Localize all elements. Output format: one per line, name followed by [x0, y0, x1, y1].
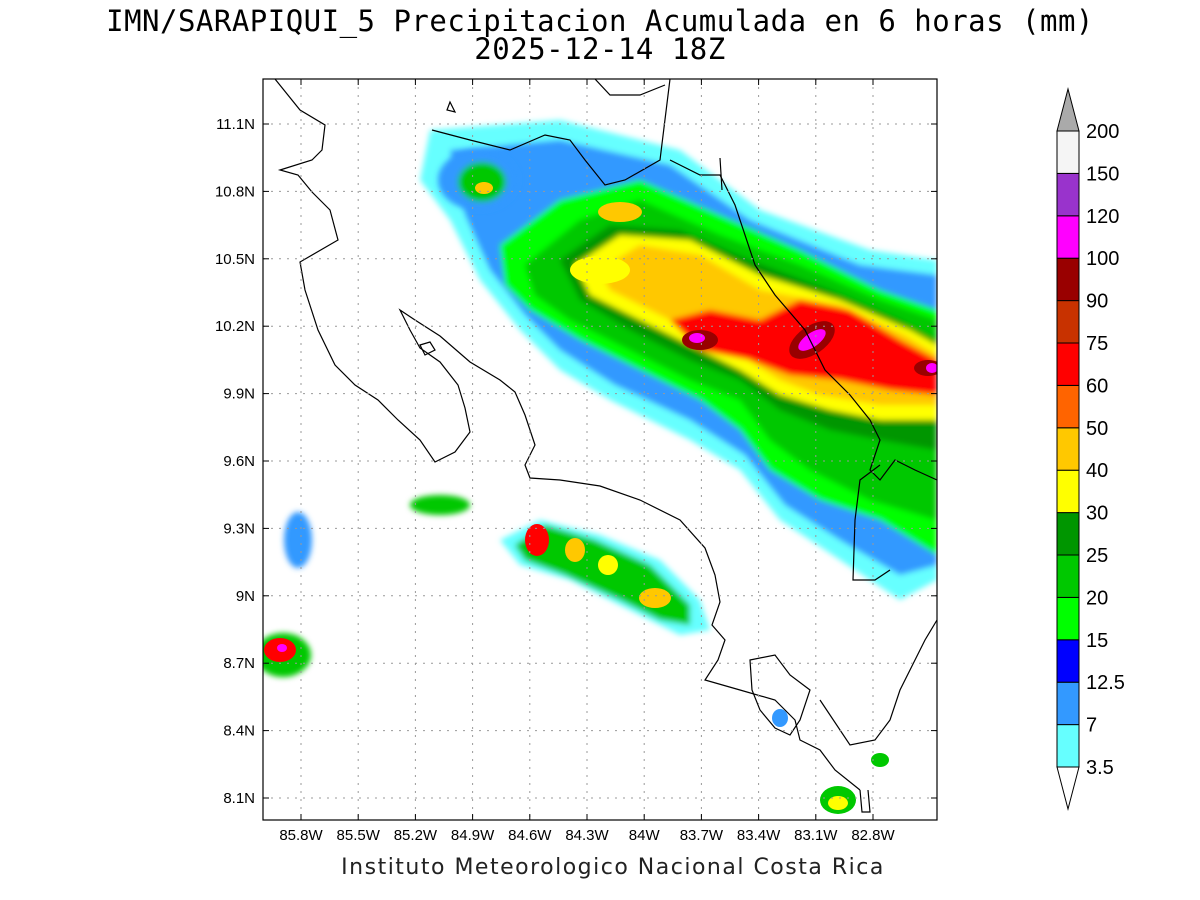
precip-cell-osa [410, 495, 470, 515]
lat-tick-label: 8.7N [223, 655, 255, 672]
gridlines [263, 79, 937, 820]
lon-tick-label: 84.6W [508, 827, 552, 844]
colorbar-label: 15 [1086, 630, 1108, 652]
lon-tick-label: 84.9W [451, 827, 495, 844]
precip-cell-burica [772, 709, 788, 727]
colorbar-swatch [1056, 512, 1080, 556]
precip-core-sw2 [565, 538, 585, 562]
national-border [431, 79, 937, 581]
colorbar-label: 60 [1086, 375, 1108, 397]
precip-cell-east [871, 753, 889, 767]
colorbar-swatch [1056, 639, 1080, 683]
colorbar-label: 25 [1086, 545, 1108, 567]
precipitation-field [263, 120, 937, 814]
colorbar-swatch [1056, 130, 1080, 174]
precip-core-sw3 [598, 555, 618, 575]
lon-tick-label: 83.4W [737, 827, 781, 844]
lon-tick-label: 85.8W [279, 827, 323, 844]
title-line-2: 2025-12-14 18Z [474, 32, 726, 66]
lon-tick-label: 83.7W [680, 827, 724, 844]
colorbar-swatch [1056, 300, 1080, 344]
plot-frame [262, 78, 938, 821]
precip-nw-cell-inner [458, 162, 506, 202]
precip-core-120 [689, 333, 705, 343]
precip-nw-cell-core [475, 182, 493, 194]
credit-line: Instituto Meteorologico Nacional Costa R… [341, 855, 885, 880]
lat-tick-label: 9.3N [223, 520, 255, 537]
colorbar-label: 3.5 [1086, 757, 1114, 779]
longitude-axis: 85.8W 85.5W 85.2W 84.9W 84.6W 84.3W 84W 83.7W 83… [279, 79, 896, 844]
colorbar-label: 30 [1086, 503, 1108, 525]
colorbar-label: 20 [1086, 587, 1108, 609]
precip-core-40a [598, 202, 642, 222]
colorbar-swatch [1056, 342, 1080, 386]
colorbar-swatch [1056, 469, 1080, 514]
colorbar-label: 50 [1086, 418, 1108, 440]
colorbar-label: 100 [1086, 248, 1119, 270]
precip-core-sw-corner-in [277, 644, 287, 652]
lat-tick-label: 10.2N [215, 318, 255, 335]
colorbar-swatch [1056, 554, 1080, 598]
colorbar-swatch [1056, 257, 1080, 302]
lat-tick-label: 8.1N [223, 790, 255, 807]
lat-tick-label: 10.5N [215, 251, 255, 268]
colorbar-label: 120 [1086, 206, 1119, 228]
colorbar-swatch [1056, 172, 1080, 217]
colorbar-label: 40 [1086, 460, 1108, 482]
lat-tick-label: 10.8N [215, 183, 255, 200]
colorbar-swatch [1056, 724, 1080, 768]
latitude-axis: 11.1N 10.8N 10.5N 10.2N 9.9N 9.6N 9.3N 9N 8.7N 8.… [215, 116, 937, 807]
lat-tick-label: 8.4N [223, 723, 255, 740]
lon-tick-label: 83.1W [794, 827, 838, 844]
precip-cell-south-in [828, 796, 848, 810]
lat-tick-label: 9.6N [223, 453, 255, 470]
lon-tick-label: 85.5W [337, 827, 381, 844]
colorbar-swatch [1056, 596, 1080, 641]
lon-tick-label: 84.3W [565, 827, 609, 844]
precip-core-40b [570, 256, 630, 284]
colorbar: 3.5 7 12.5 15 20 25 30 40 50 60 75 90 100 120 150 200 [1056, 87, 1125, 811]
colorbar-swatch [1056, 384, 1080, 429]
colorbar-label: 12.5 [1086, 672, 1125, 694]
lat-tick-label: 9.9N [223, 386, 255, 403]
precip-core-120b [798, 329, 826, 351]
lon-tick-label: 85.2W [394, 827, 438, 844]
colorbar-swatch [1056, 681, 1080, 726]
lat-tick-label: 9N [236, 588, 255, 605]
coastline [274, 79, 937, 813]
colorbar-high-arrow [1056, 87, 1080, 132]
colorbar-label: 75 [1086, 333, 1108, 355]
colorbar-label: 150 [1086, 163, 1119, 185]
precip-core-sw1 [525, 524, 549, 556]
lon-tick-label: 82.8W [851, 827, 895, 844]
colorbar-label: 7 [1086, 715, 1097, 737]
precip-core-120c [926, 363, 937, 373]
colorbar-swatch [1056, 215, 1080, 259]
precip-cell-west [284, 512, 312, 568]
precip-core-sw4 [639, 588, 671, 608]
colorbar-low-arrow [1056, 766, 1080, 811]
lat-tick-label: 11.1N [216, 116, 255, 133]
colorbar-label: 90 [1086, 291, 1108, 313]
title-line-1: IMN/SARAPIQUI_5 Precipitacion Acumulada … [106, 4, 1094, 38]
lon-tick-label: 84W [629, 827, 661, 844]
colorbar-swatch [1056, 427, 1080, 471]
colorbar-label: 200 [1086, 121, 1119, 143]
